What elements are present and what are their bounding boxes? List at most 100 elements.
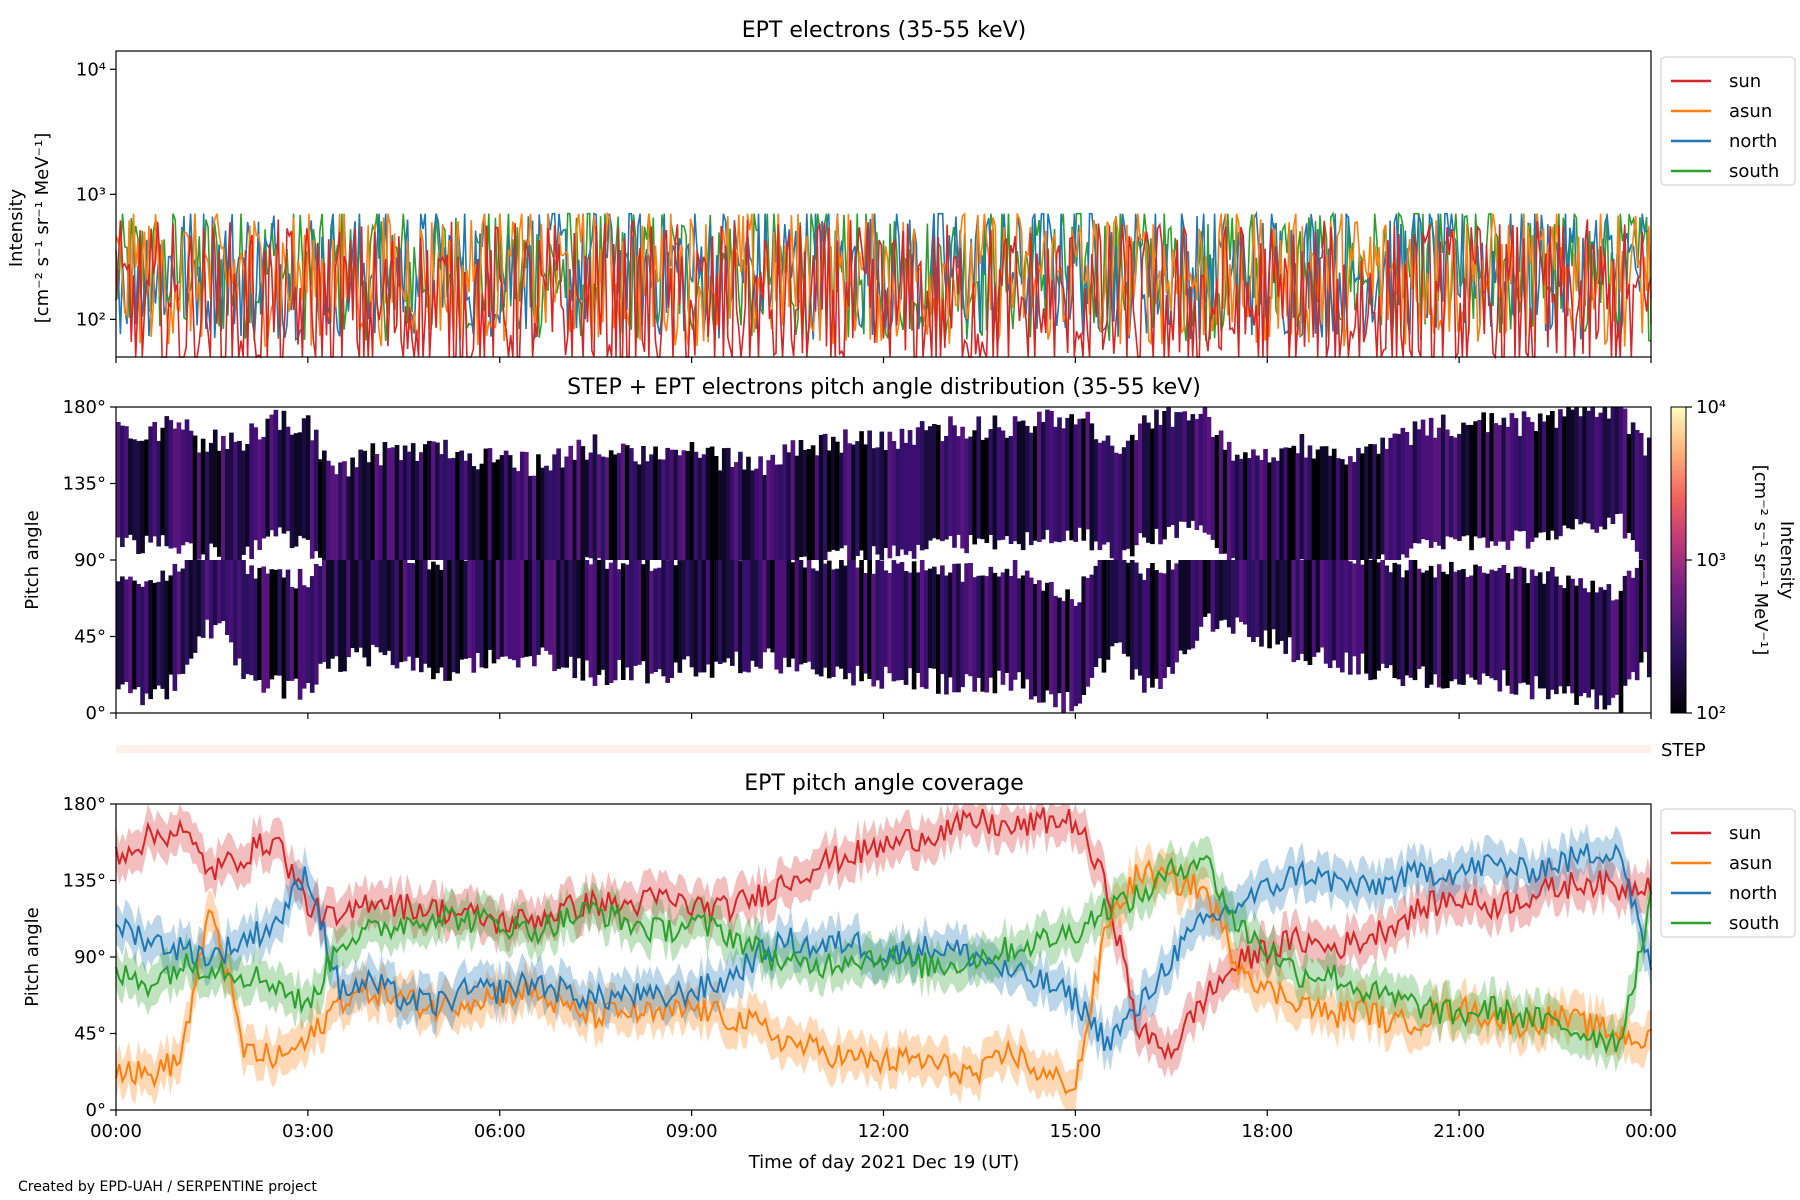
step-label: STEP xyxy=(1661,740,1706,761)
pad-cell xyxy=(483,448,489,560)
pad-cell xyxy=(1622,408,1628,539)
pad-cell xyxy=(717,470,723,560)
pad-cell xyxy=(491,462,497,560)
pad-cell xyxy=(871,573,877,687)
pad-cell xyxy=(1319,446,1325,560)
y-tick-label: 180° xyxy=(63,794,106,815)
pad-cell xyxy=(1238,458,1244,560)
pad-cell xyxy=(1339,459,1345,560)
pad-cell xyxy=(1182,411,1188,522)
pad-cell xyxy=(1380,560,1385,664)
pad-cell xyxy=(887,573,893,674)
pad-cell xyxy=(1073,605,1078,707)
pad-cell xyxy=(1251,560,1256,642)
pad-cell xyxy=(196,452,202,560)
pad-cell xyxy=(439,569,444,668)
pad-cell xyxy=(1198,560,1204,627)
pad-cell xyxy=(1562,416,1567,526)
pad-cell xyxy=(423,444,428,560)
pad-cell xyxy=(1384,565,1390,669)
pad-cell xyxy=(1602,589,1608,710)
pad-cell xyxy=(1582,588,1587,693)
pad-cell xyxy=(1315,449,1321,560)
pad-cell xyxy=(568,445,574,560)
pad-cell xyxy=(536,454,541,560)
pad-cell xyxy=(1154,570,1159,679)
pad-cell xyxy=(1093,439,1099,542)
pad-cell xyxy=(1634,567,1640,681)
pad-cell xyxy=(1372,444,1377,560)
pad-cell xyxy=(1578,416,1583,525)
pad-cell xyxy=(1469,424,1474,551)
pad-cell xyxy=(269,414,275,531)
pad-cell xyxy=(798,440,804,558)
pad-cell xyxy=(160,427,166,536)
pad-cell xyxy=(152,582,157,690)
pad-cell xyxy=(188,560,194,659)
pad-cell xyxy=(794,560,800,672)
pad-cell xyxy=(637,560,642,665)
pad-cell xyxy=(1646,560,1652,678)
pad-cell xyxy=(212,560,218,626)
pad-cell xyxy=(1129,560,1135,680)
pad-cell xyxy=(855,567,860,666)
pad-cell xyxy=(762,475,767,560)
pad-cell xyxy=(479,560,485,668)
pad-cell xyxy=(184,560,190,665)
pad-cell xyxy=(1174,412,1179,538)
pad-cell xyxy=(431,561,436,680)
pad-cell xyxy=(669,560,675,678)
pad-cell xyxy=(378,465,384,560)
pad-cell xyxy=(976,416,982,539)
pad-cell xyxy=(1101,440,1107,545)
pad-cell xyxy=(208,442,214,544)
legend-label-sun: sun xyxy=(1729,823,1761,844)
pad-cell xyxy=(475,469,481,560)
pad-cell xyxy=(580,446,586,560)
pad-cell xyxy=(301,585,307,689)
pad-cell xyxy=(1271,457,1276,560)
pad-cell xyxy=(1255,560,1260,637)
pad-cell xyxy=(459,450,464,560)
pad-cell xyxy=(742,560,747,672)
pad-cell xyxy=(693,560,699,677)
coverage-line-south xyxy=(115,854,1652,1055)
pad-cell xyxy=(1574,585,1579,705)
pad-cell xyxy=(1162,573,1167,679)
pad-cell xyxy=(851,560,856,686)
pad-cell xyxy=(1142,579,1147,693)
pad-cell xyxy=(289,434,295,549)
pad-cell xyxy=(936,574,941,694)
pad-cell xyxy=(984,576,990,693)
pad-cell xyxy=(1000,572,1006,685)
pad-cell xyxy=(1638,433,1644,560)
pad-cell xyxy=(560,560,565,668)
pad-cell xyxy=(1097,560,1103,659)
pad-cell xyxy=(116,581,121,690)
coverage-yticks: 0° 45° 90° 135° 180° xyxy=(63,794,116,1121)
pad-cell xyxy=(374,454,380,560)
pad-cell xyxy=(313,429,319,552)
pad-cell xyxy=(1376,453,1381,560)
pad-cell xyxy=(649,454,654,560)
pad-cell xyxy=(1533,431,1539,538)
intensity-title: EPT electrons (35-55 keV) xyxy=(742,18,1027,43)
pad-cell xyxy=(548,470,553,560)
pad-cell xyxy=(1311,458,1317,560)
pad-cell xyxy=(330,465,335,560)
pad-cell xyxy=(665,447,671,560)
pad-cell xyxy=(241,450,246,555)
pad-cell xyxy=(1315,560,1321,653)
pad-cell xyxy=(1578,578,1583,697)
pad-cell xyxy=(1606,418,1612,518)
pad-cell xyxy=(867,430,872,560)
pad-cell xyxy=(1129,434,1135,557)
pad-cell xyxy=(1408,445,1414,549)
pad-cell xyxy=(1113,560,1119,644)
pad-cell xyxy=(1360,564,1365,654)
pad-cell xyxy=(616,453,622,560)
pad-cell xyxy=(192,560,198,653)
pad-cell xyxy=(677,560,683,673)
intensity-panel: EPT electrons (35-55 keV) Intensity [cm⁻… xyxy=(6,18,1796,363)
pad-cell xyxy=(1045,409,1050,530)
